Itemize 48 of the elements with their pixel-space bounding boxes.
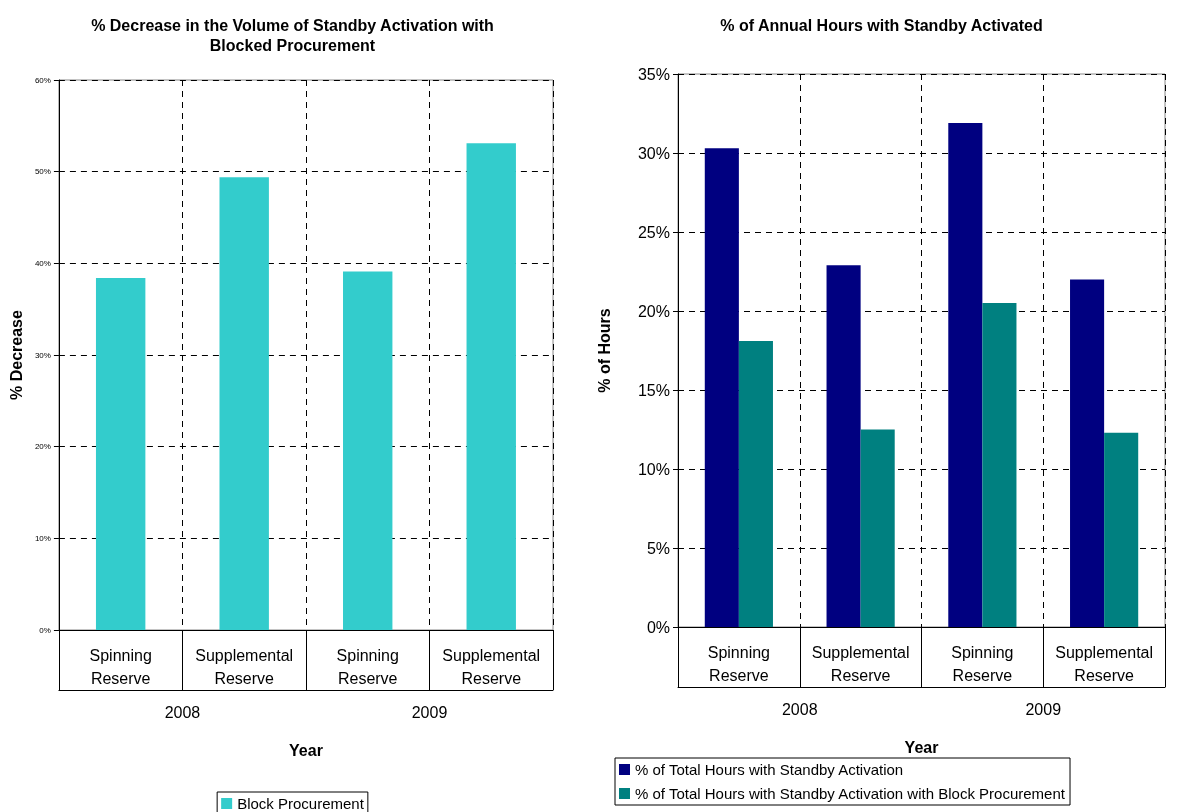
bar (466, 143, 516, 630)
text: 2008 (164, 703, 201, 721)
x-tick-label: Spinning Reserve (951, 644, 1014, 684)
x-tick-label: Spinning Reserve (89, 647, 152, 687)
bar (219, 177, 269, 630)
bar (704, 148, 739, 627)
text: 2008 (781, 700, 818, 718)
text: 2009 (411, 703, 448, 721)
legend-label: % of Total Hours with Standby Activation with Block Procurement (635, 785, 1066, 802)
bar (982, 303, 1017, 627)
x-tick-label: Supplemental Reserve (811, 644, 910, 684)
bar (738, 341, 773, 627)
y-tick-label: 20% (637, 302, 670, 320)
y-tick-label: 10% (34, 533, 51, 543)
chart-title: % Decrease in the Volume of Standby Activation with Blocked Procurement (91, 16, 494, 54)
legend-label: % of Total Hours with Standby Activation (635, 761, 904, 778)
y-tick-label: 25% (637, 223, 670, 241)
x-axis-title: Year (904, 738, 939, 756)
x-tick-label: Supplemental Reserve (442, 647, 541, 687)
y-axis-title: % of Hours (595, 308, 613, 393)
y-tick-label: 40% (34, 258, 51, 268)
legend-label: Block Procurement (237, 795, 365, 812)
bar (95, 278, 146, 630)
chart-title: % of Annual Hours with Standby Activated (720, 16, 1043, 34)
y-tick-label: 15% (637, 381, 670, 399)
y-tick-label: 20% (34, 442, 51, 452)
x-tick-label: Spinning Reserve (336, 647, 399, 687)
y-tick-label: 0% (39, 625, 51, 635)
bar (860, 429, 895, 627)
x-axis-title: Year (289, 741, 323, 759)
y-tick-label: 30% (34, 350, 51, 360)
bar (1070, 279, 1105, 627)
text: 2009 (1025, 700, 1062, 718)
bar (343, 271, 393, 630)
x-tick-label: Supplemental Reserve (1055, 644, 1154, 684)
y-axis-title: % Decrease (7, 309, 25, 400)
y-tick-label: 0% (646, 618, 670, 636)
bar (1104, 432, 1139, 627)
y-tick-label: 5% (646, 539, 670, 557)
y-tick-label: 60% (34, 75, 51, 85)
x-tick-label: Supplemental Reserve (195, 647, 294, 687)
x-tick-label: Spinning Reserve (707, 644, 771, 684)
y-tick-label: 50% (34, 167, 51, 177)
y-tick-label: 10% (637, 460, 670, 478)
bar (948, 122, 983, 627)
y-tick-label: 30% (637, 144, 670, 162)
y-tick-label: 35% (637, 65, 670, 83)
bar (826, 265, 861, 627)
